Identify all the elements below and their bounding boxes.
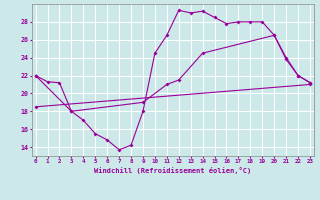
X-axis label: Windchill (Refroidissement éolien,°C): Windchill (Refroidissement éolien,°C) — [94, 167, 252, 174]
